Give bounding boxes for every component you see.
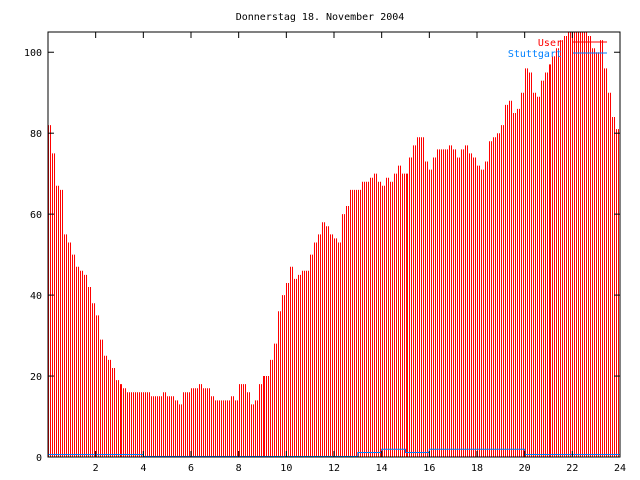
x-tick-label: 14 bbox=[376, 463, 388, 474]
x-tick-label: 6 bbox=[188, 463, 194, 474]
chart-title: Donnerstag 18. November 2004 bbox=[236, 12, 405, 23]
user-bars bbox=[48, 32, 619, 457]
x-tick-label: 18 bbox=[471, 463, 483, 474]
x-tick-label: 2 bbox=[93, 463, 99, 474]
legend-label-stuttgart: Stuttgart bbox=[508, 49, 562, 60]
y-tick-label: 40 bbox=[30, 291, 42, 302]
y-tick-label: 100 bbox=[24, 48, 42, 59]
y-tick-label: 20 bbox=[30, 372, 42, 383]
x-tick-label: 4 bbox=[140, 463, 146, 474]
x-tick-label: 22 bbox=[566, 463, 578, 474]
y-tick-label: 80 bbox=[30, 129, 42, 140]
y-tick-label: 60 bbox=[30, 210, 42, 221]
legend: User Stuttgart bbox=[508, 38, 607, 60]
x-tick-label: 12 bbox=[328, 463, 340, 474]
x-tick-label: 24 bbox=[614, 463, 626, 474]
x-tick-label: 20 bbox=[519, 463, 531, 474]
y-tick-label: 0 bbox=[36, 453, 42, 464]
x-tick-label: 8 bbox=[236, 463, 242, 474]
x-tick-label: 10 bbox=[280, 463, 292, 474]
legend-label-user: User bbox=[538, 38, 562, 49]
x-tick-label: 16 bbox=[423, 463, 435, 474]
